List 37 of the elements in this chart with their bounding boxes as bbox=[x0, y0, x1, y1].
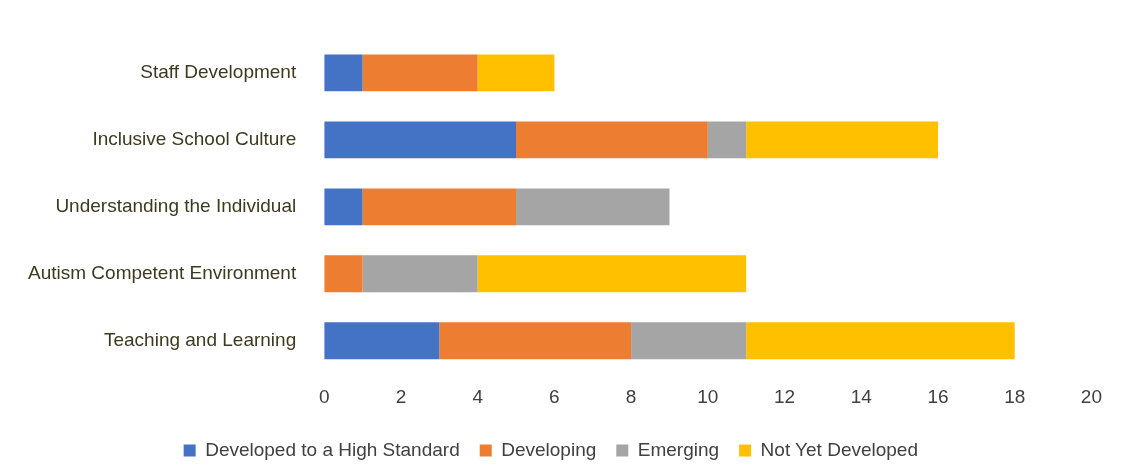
bar bbox=[516, 121, 708, 159]
y-tick-label: Autism Competent Environment bbox=[27, 261, 297, 283]
bar bbox=[746, 121, 938, 159]
bar bbox=[516, 188, 670, 226]
y-tick-label: Inclusive School Culture bbox=[92, 128, 297, 150]
x-tick-label: 14 bbox=[850, 385, 873, 407]
bar bbox=[324, 322, 440, 360]
legend-label: Developed to a High Standard bbox=[205, 438, 460, 460]
bar bbox=[362, 188, 517, 226]
bar bbox=[324, 54, 363, 92]
x-tick-label: 16 bbox=[927, 385, 949, 407]
x-tick-label: 12 bbox=[773, 385, 796, 407]
bar bbox=[324, 121, 517, 159]
bar bbox=[362, 54, 478, 92]
x-tick-label: 4 bbox=[472, 385, 484, 407]
x-tick-label: 20 bbox=[1080, 385, 1102, 407]
y-tick-label: Teaching and Learning bbox=[103, 328, 297, 350]
bar bbox=[746, 322, 1015, 360]
bar bbox=[707, 121, 747, 159]
bar bbox=[631, 322, 747, 360]
legend-label: Developing bbox=[501, 438, 597, 460]
bar bbox=[439, 322, 632, 360]
bar bbox=[324, 188, 363, 226]
legend-label: Not Yet Developed bbox=[760, 438, 919, 460]
x-tick-label: 0 bbox=[318, 385, 330, 407]
x-tick-label: 6 bbox=[549, 385, 560, 407]
y-tick-label: Staff Development bbox=[140, 61, 297, 83]
x-tick-label: 10 bbox=[697, 385, 719, 407]
x-tick-label: 18 bbox=[1004, 385, 1026, 407]
bar bbox=[362, 255, 478, 293]
x-tick-label: 2 bbox=[395, 385, 407, 407]
x-tick-label: 8 bbox=[625, 385, 637, 407]
bar bbox=[477, 54, 555, 92]
bar bbox=[477, 255, 747, 293]
legend-label: Emerging bbox=[637, 438, 720, 460]
y-tick-label: Understanding the Individual bbox=[55, 195, 297, 217]
bar bbox=[324, 255, 363, 293]
